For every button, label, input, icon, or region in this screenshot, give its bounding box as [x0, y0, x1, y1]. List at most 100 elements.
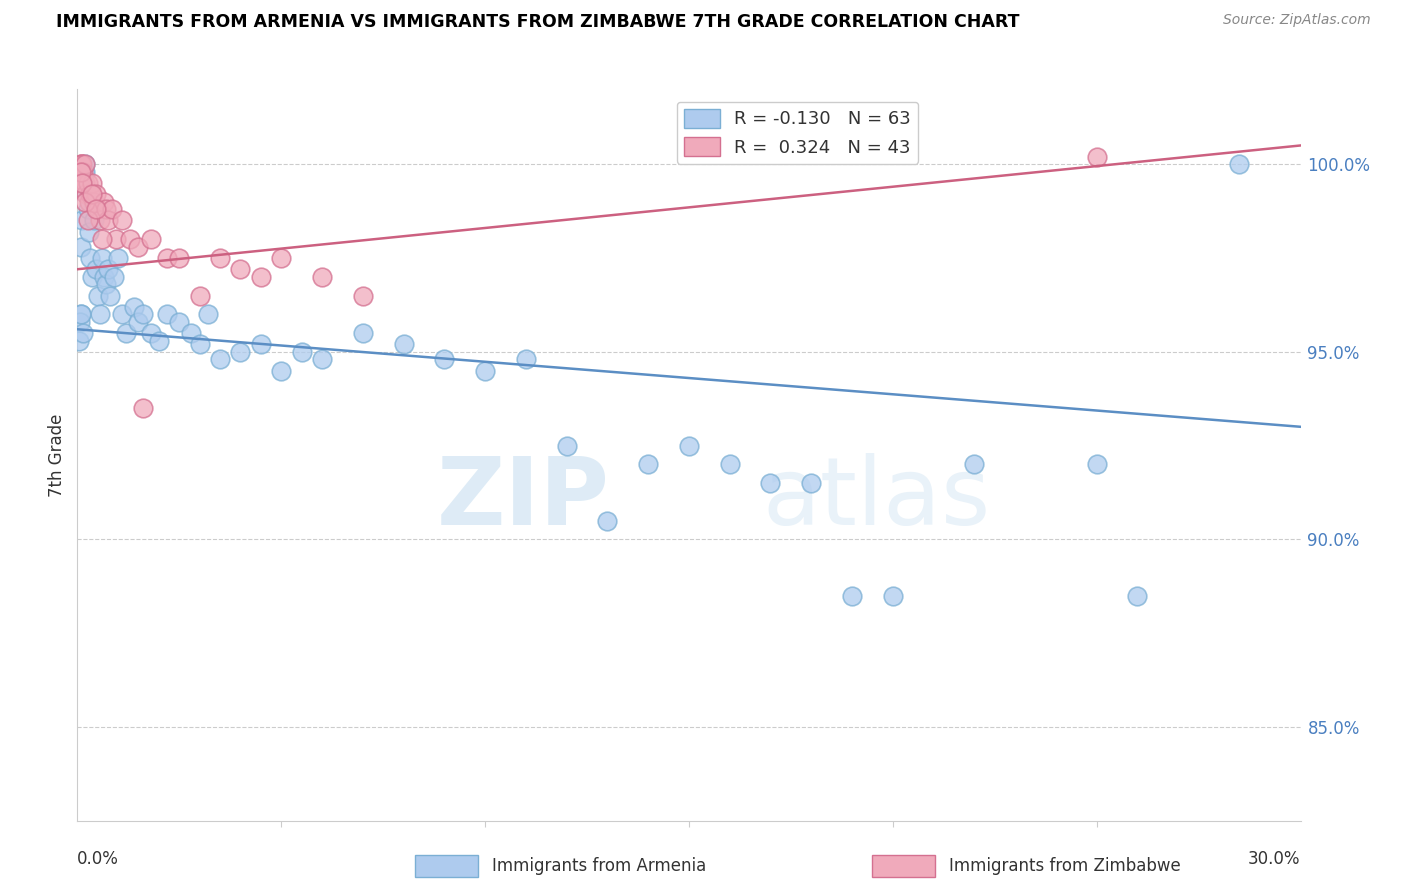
Point — [75, 157, 97, 171]
Point — [1126, 589, 1149, 603]
Point — [90, 251, 112, 265]
Point — [70, 213, 93, 227]
Point — [637, 458, 659, 472]
Point — [69, 165, 91, 179]
Point — [1229, 157, 1251, 171]
Point — [94, 202, 117, 217]
Point — [188, 337, 211, 351]
Point — [75, 187, 97, 202]
Point — [97, 213, 120, 227]
Point — [69, 157, 91, 171]
Point — [882, 589, 904, 603]
Point — [103, 269, 125, 284]
Point — [678, 438, 700, 452]
Point — [76, 202, 98, 217]
Point — [1085, 458, 1108, 472]
Point — [515, 352, 537, 367]
Point — [148, 334, 170, 348]
Point — [139, 232, 162, 246]
Point — [90, 232, 112, 246]
Text: atlas: atlas — [762, 453, 991, 545]
Point — [124, 300, 146, 314]
Point — [718, 458, 741, 472]
Point — [120, 232, 142, 246]
Point — [111, 213, 134, 227]
Point — [70, 157, 93, 171]
Point — [759, 476, 782, 491]
Point — [79, 251, 101, 265]
Point — [70, 157, 93, 171]
Point — [77, 194, 100, 209]
Point — [433, 352, 456, 367]
Point — [84, 202, 107, 217]
Point — [89, 213, 111, 227]
Point — [270, 251, 292, 265]
Point — [87, 202, 110, 217]
Point — [169, 315, 191, 329]
Point — [89, 307, 111, 321]
Point — [209, 251, 232, 265]
Point — [77, 225, 100, 239]
Y-axis label: 7th Grade: 7th Grade — [48, 413, 66, 497]
Text: ZIP: ZIP — [436, 453, 609, 545]
Point — [67, 176, 90, 190]
Point — [79, 187, 101, 202]
Point — [76, 176, 98, 190]
Point — [270, 363, 292, 377]
Point — [188, 288, 211, 302]
Point — [80, 269, 103, 284]
Point — [101, 202, 124, 217]
Point — [70, 240, 93, 254]
Legend: R = -0.130   N = 63, R =  0.324   N = 43: R = -0.130 N = 63, R = 0.324 N = 43 — [676, 102, 918, 164]
Point — [69, 307, 91, 321]
Point — [963, 458, 986, 472]
Point — [352, 326, 374, 340]
Point — [83, 194, 105, 209]
Point — [169, 251, 191, 265]
Point — [352, 288, 374, 302]
Point — [156, 307, 179, 321]
Point — [70, 307, 93, 321]
Point — [80, 187, 103, 202]
Point — [111, 307, 134, 321]
Text: 30.0%: 30.0% — [1249, 850, 1301, 868]
Point — [97, 262, 120, 277]
Point — [156, 251, 179, 265]
Point — [73, 165, 96, 179]
Point — [131, 401, 153, 415]
Point — [72, 326, 94, 340]
Point — [291, 344, 314, 359]
Point — [73, 157, 96, 171]
Point — [98, 288, 121, 302]
Point — [555, 438, 578, 452]
Point — [87, 288, 110, 302]
Text: 0.0%: 0.0% — [77, 850, 120, 868]
Text: IMMIGRANTS FROM ARMENIA VS IMMIGRANTS FROM ZIMBABWE 7TH GRADE CORRELATION CHART: IMMIGRANTS FROM ARMENIA VS IMMIGRANTS FR… — [56, 13, 1019, 31]
Point — [209, 352, 232, 367]
Point — [94, 277, 117, 292]
Point — [115, 326, 138, 340]
Point — [93, 269, 115, 284]
Text: Source: ZipAtlas.com: Source: ZipAtlas.com — [1223, 13, 1371, 28]
Point — [311, 352, 333, 367]
Point — [180, 326, 202, 340]
Point — [474, 363, 496, 377]
Point — [311, 269, 333, 284]
Point — [93, 194, 115, 209]
Text: Immigrants from Zimbabwe: Immigrants from Zimbabwe — [949, 857, 1181, 875]
Point — [76, 213, 98, 227]
Point — [84, 187, 107, 202]
Point — [84, 262, 107, 277]
Point — [75, 187, 97, 202]
Point — [72, 165, 94, 179]
Point — [83, 213, 105, 227]
Point — [80, 176, 103, 190]
Point — [69, 315, 91, 329]
Point — [70, 176, 93, 190]
Point — [229, 344, 252, 359]
Point — [82, 194, 104, 209]
Point — [128, 315, 150, 329]
Point — [75, 176, 97, 190]
Point — [105, 232, 128, 246]
Point — [72, 176, 94, 190]
